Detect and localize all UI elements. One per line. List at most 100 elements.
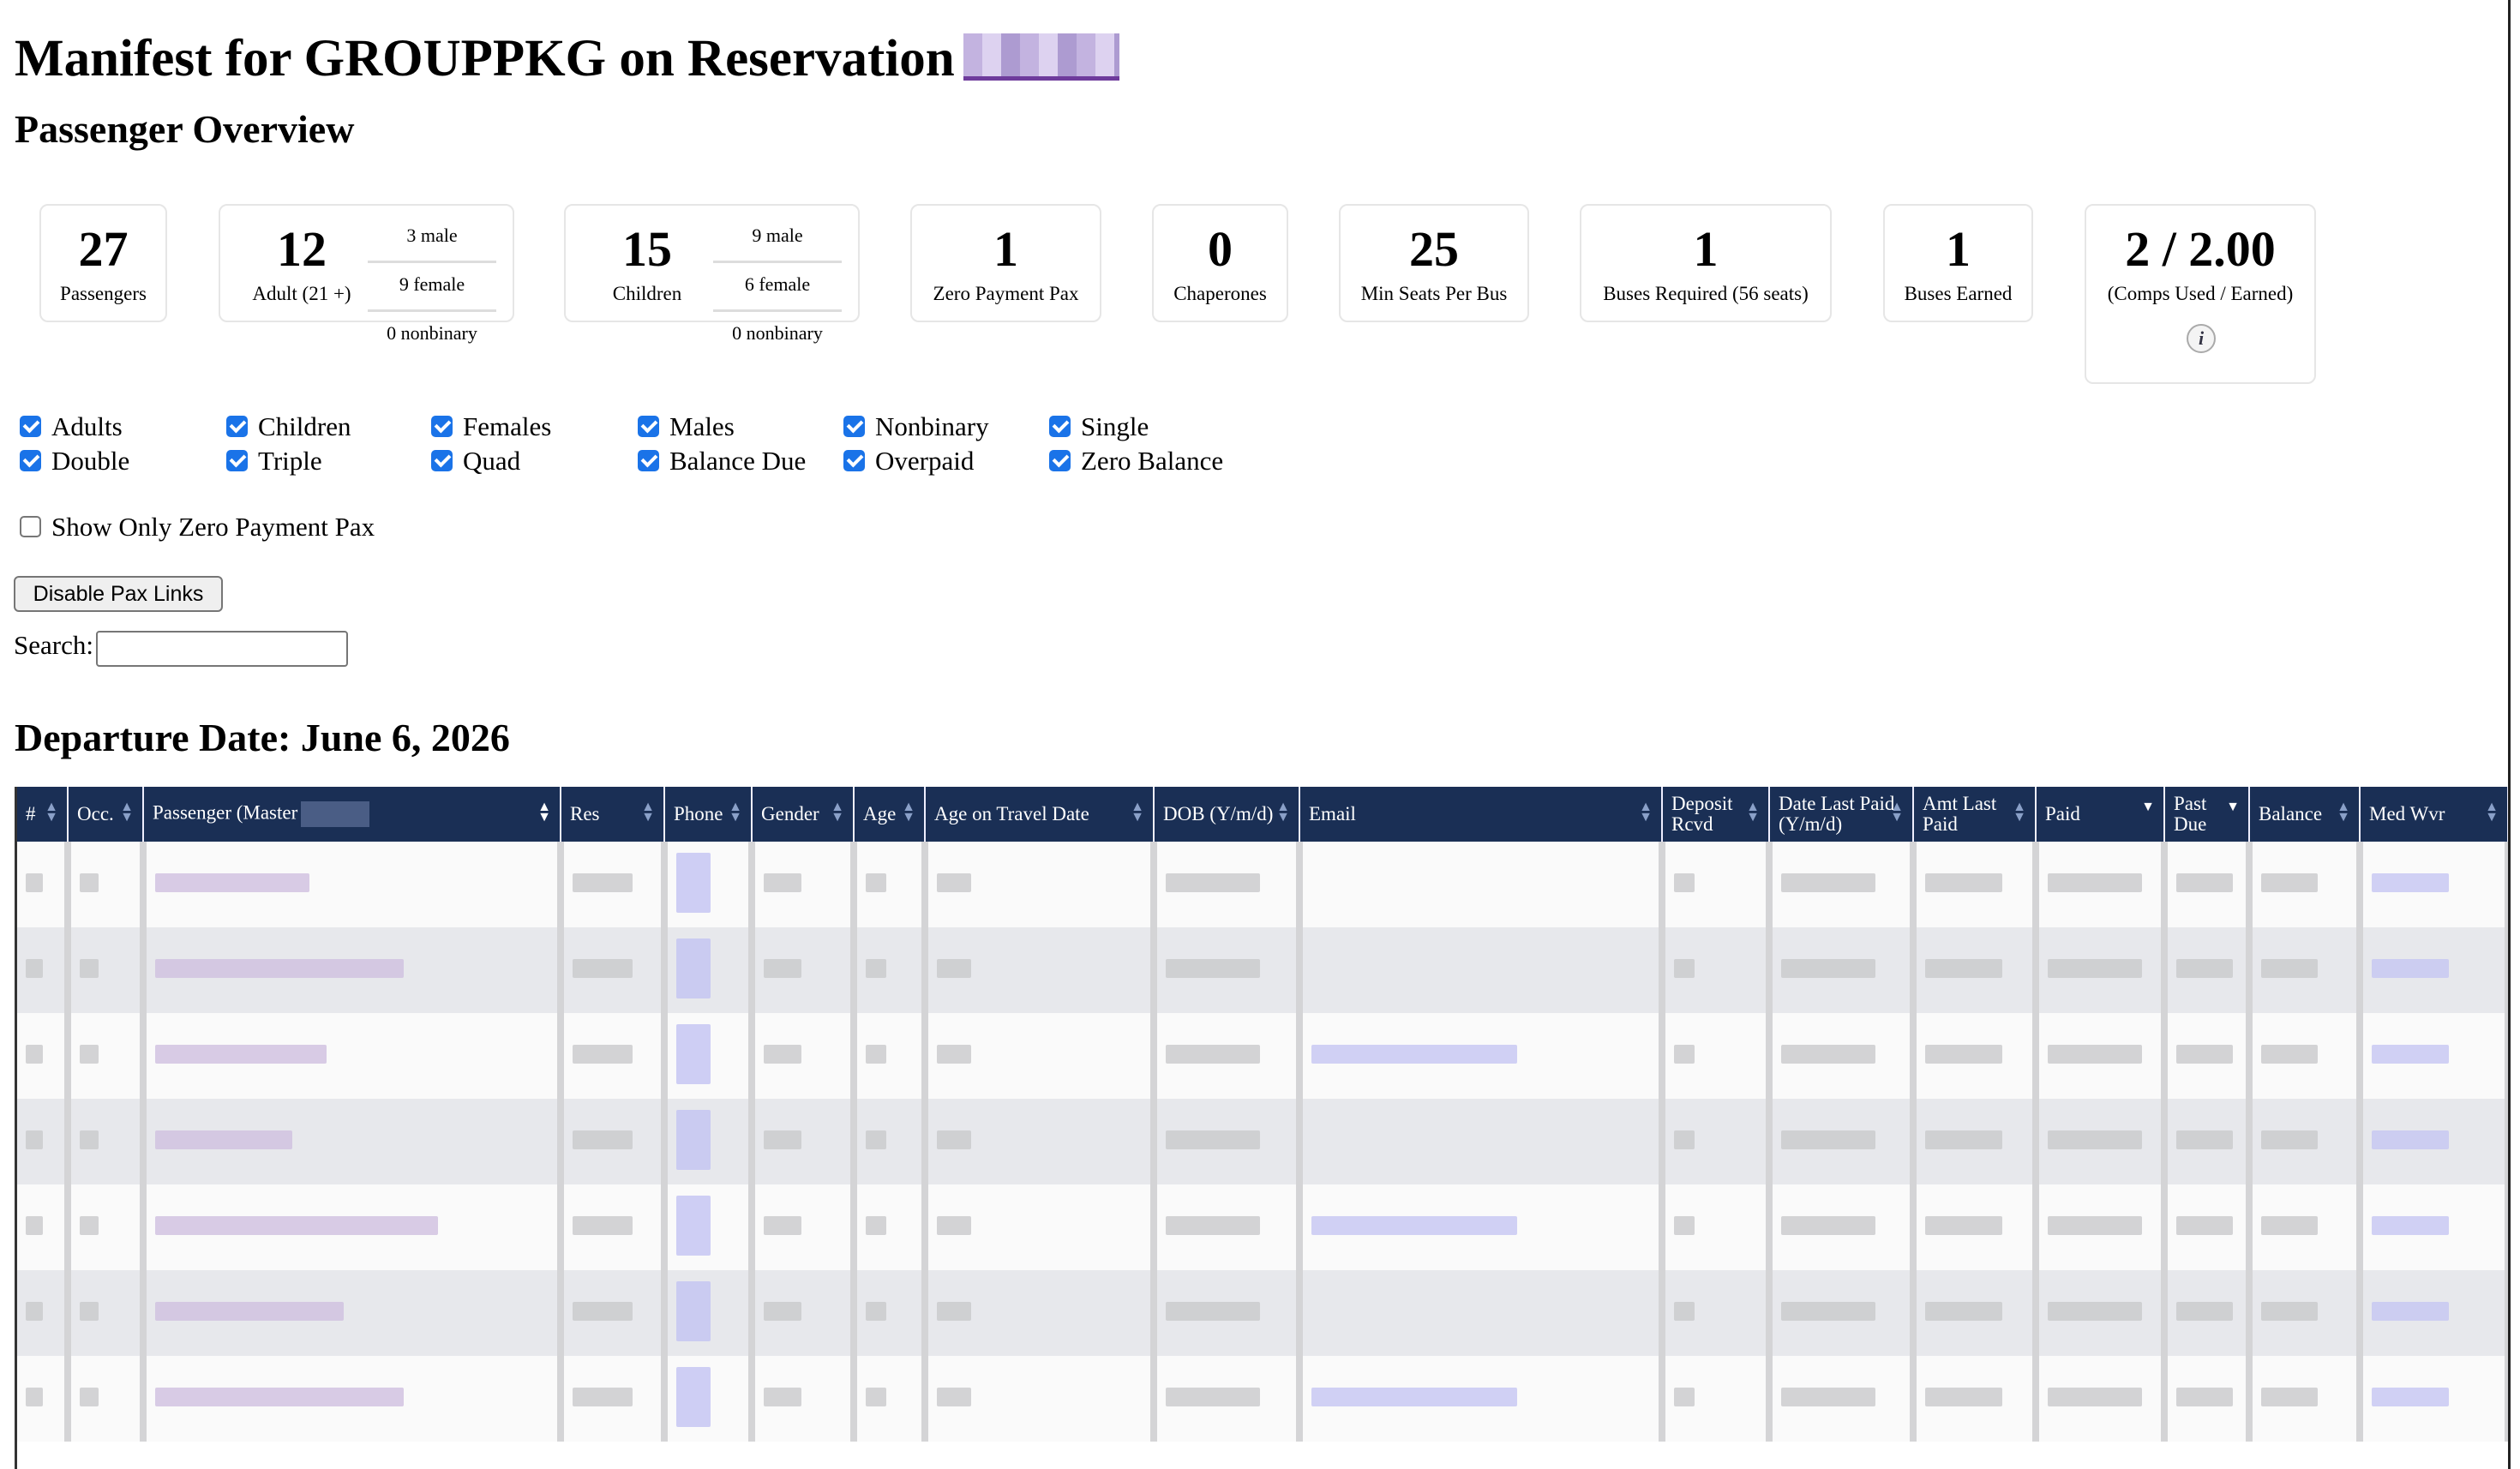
checkbox-checked-icon[interactable]: [1049, 450, 1071, 471]
table-row[interactable]: [17, 927, 2508, 1013]
col-header-dob[interactable]: DOB (Y/m/d) ▲ ▼: [1154, 787, 1300, 842]
filter-females[interactable]: Females: [431, 411, 551, 442]
table-cell-redacted[interactable]: [143, 1270, 564, 1356]
sort-icon: ▼: [2141, 800, 2155, 814]
table-cell-redacted[interactable]: [2360, 1013, 2508, 1099]
table-cell-redacted: [561, 1356, 668, 1442]
col-header-number[interactable]: # ▲ ▼: [17, 787, 69, 842]
table-cell-redacted: [925, 1270, 1157, 1356]
filter-zero-payment-only[interactable]: Show Only Zero Payment Pax: [20, 512, 375, 543]
filter-triple[interactable]: Triple: [226, 446, 322, 477]
table-row[interactable]: [17, 1270, 2508, 1356]
table-cell-redacted[interactable]: [2360, 1356, 2508, 1442]
checkbox-checked-icon[interactable]: [638, 450, 659, 471]
table-cell-redacted: [1769, 1184, 1917, 1270]
filter-double[interactable]: Double: [20, 446, 129, 477]
card-chaperones: 0 Chaperones: [1152, 204, 1288, 322]
sort-icon: ▲ ▼: [1639, 800, 1653, 824]
col-header-age[interactable]: Age ▲ ▼: [854, 787, 926, 842]
table-row[interactable]: [17, 1013, 2508, 1099]
search-input[interactable]: [96, 631, 348, 667]
filter-adults[interactable]: Adults: [20, 411, 123, 442]
table-cell-redacted: [561, 1270, 668, 1356]
table-row[interactable]: [17, 1099, 2508, 1184]
table-cell-redacted[interactable]: [1299, 1013, 1665, 1099]
table-cell-redacted: [1662, 842, 1773, 927]
table-cell-redacted: [664, 1099, 755, 1184]
table-cell-redacted[interactable]: [1299, 1099, 1665, 1184]
sort-icon: ▲ ▼: [1746, 800, 1760, 824]
reservation-link[interactable]: [963, 33, 1119, 81]
filter-zero-balance[interactable]: Zero Balance: [1049, 446, 1223, 477]
filter-males[interactable]: Males: [638, 411, 735, 442]
col-header-occupancy[interactable]: Occ. ▲ ▼: [68, 787, 144, 842]
col-header-gender[interactable]: Gender ▲ ▼: [752, 787, 855, 842]
table-cell-redacted[interactable]: [143, 842, 564, 927]
table-cell-redacted[interactable]: [143, 1356, 564, 1442]
col-header-age-travel[interactable]: Age on Travel Date ▲ ▼: [925, 787, 1155, 842]
col-header-deposit[interactable]: Deposit Rcvd ▲ ▼: [1662, 787, 1770, 842]
info-icon[interactable]: i: [2187, 324, 2216, 353]
table-cell-redacted: [2164, 1184, 2253, 1270]
card-label: Min Seats Per Bus: [1360, 283, 1508, 304]
checkbox-checked-icon[interactable]: [431, 416, 453, 437]
table-cell-redacted[interactable]: [2360, 1184, 2508, 1270]
col-header-med-wvr[interactable]: Med Wvr ▲ ▼: [2360, 787, 2508, 842]
table-cell-redacted: [664, 1184, 755, 1270]
section-title: Passenger Overview: [15, 107, 355, 151]
table-cell-redacted[interactable]: [2360, 1099, 2508, 1184]
checkbox-checked-icon[interactable]: [20, 416, 41, 437]
gender-breakdown: 9 male 6 female 0 nonbinary: [713, 214, 842, 358]
table-cell-redacted: [1662, 1013, 1773, 1099]
table-cell-redacted: [2036, 842, 2168, 927]
table-cell-redacted: [561, 927, 668, 1013]
checkbox-unchecked-icon[interactable]: [20, 516, 41, 537]
filter-children[interactable]: Children: [226, 411, 351, 442]
table-cell-redacted[interactable]: [2360, 842, 2508, 927]
table-cell-redacted: [561, 1013, 668, 1099]
sort-icon: ▲ ▼: [537, 800, 551, 824]
checkbox-checked-icon[interactable]: [226, 416, 248, 437]
table-cell-redacted: [1913, 1184, 2039, 1270]
disable-pax-links-button[interactable]: Disable Pax Links: [14, 576, 223, 612]
table-cell-redacted[interactable]: [2360, 927, 2508, 1013]
table-cell-redacted: [2249, 1013, 2363, 1099]
checkbox-checked-icon[interactable]: [431, 450, 453, 471]
col-header-passenger[interactable]: Passenger (Master ▲ ▼: [143, 787, 561, 842]
table-cell-redacted[interactable]: [143, 1184, 564, 1270]
checkbox-checked-icon[interactable]: [843, 450, 865, 471]
table-row[interactable]: [17, 842, 2508, 927]
table-cell-redacted[interactable]: [143, 1099, 564, 1184]
table-cell-redacted[interactable]: [143, 1013, 564, 1099]
col-header-date-last-paid[interactable]: Date Last Paid (Y/m/d) ▲ ▼: [1769, 787, 1914, 842]
table-cell-redacted: [68, 842, 147, 927]
table-cell-redacted[interactable]: [1299, 927, 1665, 1013]
checkbox-checked-icon[interactable]: [20, 450, 41, 471]
filter-nonbinary[interactable]: Nonbinary: [843, 411, 989, 442]
col-header-res[interactable]: Res ▲ ▼: [561, 787, 665, 842]
manifest-table: # ▲ ▼ Occ. ▲ ▼ Passenger (Master ▲ ▼ Res ▲ ▼ Pho…: [15, 787, 2508, 1469]
col-header-balance[interactable]: Balance ▲ ▼: [2249, 787, 2361, 842]
checkbox-checked-icon[interactable]: [1049, 416, 1071, 437]
table-cell-redacted: [664, 1356, 755, 1442]
checkbox-checked-icon[interactable]: [226, 450, 248, 471]
table-row[interactable]: [17, 1356, 2508, 1442]
checkbox-checked-icon[interactable]: [638, 416, 659, 437]
table-cell-redacted[interactable]: [1299, 1356, 1665, 1442]
table-cell-redacted[interactable]: [1299, 1184, 1665, 1270]
table-cell-redacted[interactable]: [143, 927, 564, 1013]
checkbox-checked-icon[interactable]: [843, 416, 865, 437]
table-row[interactable]: [17, 1184, 2508, 1270]
col-header-phone[interactable]: Phone ▲ ▼: [664, 787, 753, 842]
col-header-past-due[interactable]: Past Due ▼: [2164, 787, 2250, 842]
table-cell-redacted[interactable]: [1299, 842, 1665, 927]
filter-single[interactable]: Single: [1049, 411, 1149, 442]
table-cell-redacted[interactable]: [2360, 1270, 2508, 1356]
table-cell-redacted[interactable]: [1299, 1270, 1665, 1356]
filter-balance-due[interactable]: Balance Due: [638, 446, 806, 477]
col-header-amt-last-paid[interactable]: Amt Last Paid ▲ ▼: [1913, 787, 2037, 842]
filter-overpaid[interactable]: Overpaid: [843, 446, 974, 477]
filter-quad[interactable]: Quad: [431, 446, 520, 477]
col-header-email[interactable]: Email ▲ ▼: [1299, 787, 1663, 842]
col-header-paid[interactable]: Paid ▼: [2036, 787, 2165, 842]
